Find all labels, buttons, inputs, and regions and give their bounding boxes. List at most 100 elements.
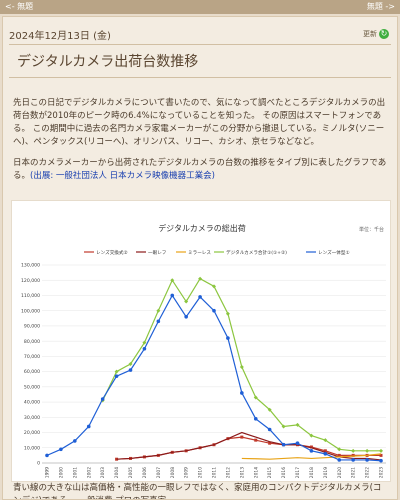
blog-nav-bar: <- 無題 無題 ->: [0, 0, 400, 14]
x-tick-label: 2013: [239, 467, 245, 478]
data-point: [337, 453, 341, 457]
x-tick-label: 2017: [295, 467, 301, 478]
y-tick-label: 130,000: [21, 263, 40, 269]
data-point: [198, 276, 203, 281]
data-point: [379, 458, 383, 463]
data-point: [142, 340, 147, 345]
data-point: [156, 308, 161, 313]
y-tick-label: 120,000: [21, 278, 40, 284]
y-tick-label: 40,000: [24, 400, 40, 406]
data-point: [240, 391, 244, 395]
y-tick-label: 0: [37, 461, 40, 467]
x-tick-label: 2020: [337, 467, 343, 478]
data-point: [73, 439, 77, 443]
x-tick-label: 2016: [281, 467, 287, 478]
y-tick-label: 80,000: [24, 339, 40, 345]
x-tick-label: 2019: [323, 467, 329, 478]
data-point: [128, 368, 133, 372]
data-point: [268, 441, 272, 445]
post-title: デジタルカメラ出荷台数推移: [17, 54, 199, 70]
data-point: [351, 453, 355, 457]
post-paragraph-2: 日本のカメラメーカーから出荷されたデジタルカメラの台数の推移をタイプ別に表したグ…: [13, 157, 389, 183]
data-point: [309, 449, 314, 453]
data-point: [225, 311, 230, 316]
x-tick-label: 2003: [100, 467, 106, 478]
x-tick-label: 2011: [212, 467, 218, 478]
data-point: [100, 397, 105, 401]
x-tick-label: 2004: [114, 467, 120, 478]
data-point: [114, 374, 119, 378]
series-line: [241, 453, 382, 460]
y-tick-label: 10,000: [24, 445, 40, 451]
data-point: [351, 448, 356, 453]
x-tick-label: 2012: [225, 467, 231, 478]
x-tick-label: 2009: [184, 467, 190, 478]
data-point: [170, 278, 175, 283]
refresh-icon: ↻: [379, 29, 389, 39]
data-point: [365, 448, 370, 453]
y-tick-label: 100,000: [21, 308, 40, 314]
divider: [9, 77, 391, 78]
y-tick-label: 20,000: [24, 430, 40, 436]
legend-entry: デジタルカメラ合計①(①+②): [226, 249, 287, 256]
y-tick-label: 60,000: [24, 369, 40, 375]
data-point: [240, 435, 244, 439]
data-point: [142, 346, 147, 351]
y-tick-label: 30,000: [24, 415, 40, 421]
x-tick-label: 2018: [309, 467, 315, 478]
post-date: 2024年12月13日 (金): [9, 31, 111, 42]
data-point: [351, 458, 355, 462]
data-point: [128, 362, 133, 366]
data-point: [295, 422, 300, 427]
data-point: [309, 445, 313, 449]
prev-post-link[interactable]: <- 無題: [5, 2, 34, 11]
data-point: [212, 284, 216, 289]
source-link[interactable]: (出展: 一般社団法人 日本カメラ映像機器工業会): [30, 171, 215, 181]
x-tick-label: 2007: [156, 467, 162, 478]
data-point: [295, 441, 300, 445]
edit-button[interactable]: 更新 ↻: [363, 29, 389, 39]
data-point: [379, 448, 383, 453]
data-point: [239, 365, 244, 370]
data-point: [114, 369, 119, 374]
x-tick-label: 2021: [351, 467, 357, 478]
data-point: [198, 295, 202, 299]
data-point: [267, 407, 272, 412]
series-line: [116, 431, 382, 461]
x-tick-label: 2001: [72, 467, 78, 478]
x-tick-label: 2006: [142, 467, 148, 478]
edit-label: 更新: [363, 30, 377, 38]
data-point: [45, 453, 49, 458]
data-point: [267, 427, 272, 432]
data-point: [184, 314, 188, 319]
data-point: [184, 299, 189, 304]
post-paragraph-1: 先日この日記でデジタルカメラについて書いたので、気になって調べたところデジタルカ…: [13, 98, 386, 147]
data-point: [323, 449, 327, 453]
x-tick-label: 2008: [170, 467, 176, 478]
data-point: [281, 442, 286, 447]
data-point: [156, 319, 161, 324]
series-line: [46, 294, 382, 462]
x-tick-label: 2005: [128, 467, 134, 478]
data-point: [170, 293, 175, 298]
series-line: [102, 277, 381, 452]
data-point: [365, 458, 369, 462]
data-point: [323, 452, 328, 456]
data-point: [323, 438, 328, 443]
x-tick-label: 2010: [198, 467, 204, 478]
data-point: [226, 336, 230, 340]
next-post-link[interactable]: 無題 ->: [366, 2, 395, 11]
shipment-chart: デジタルカメラの総出荷 単位：千台 レンズ交換式② 一眼レフ ミラーレス デジタルカメラ合…: [11, 200, 391, 482]
data-point: [86, 424, 91, 429]
data-point: [59, 447, 63, 452]
data-point: [254, 438, 258, 442]
data-point: [379, 453, 383, 457]
y-tick-label: 70,000: [24, 354, 40, 360]
x-tick-label: 2015: [267, 467, 273, 478]
x-tick-label: 2014: [253, 467, 259, 478]
post-card: 2024年12月13日 (金) 更新 ↻ デジタルカメラ出荷台数推移 先日この日記…: [2, 16, 398, 500]
x-tick-label: 2022: [365, 467, 371, 478]
data-point: [337, 458, 342, 462]
paragraph-text: 日本のカメラメーカーから出荷されたデジタルカメラの台数の推移をタイプ別に表したグ…: [13, 158, 387, 181]
